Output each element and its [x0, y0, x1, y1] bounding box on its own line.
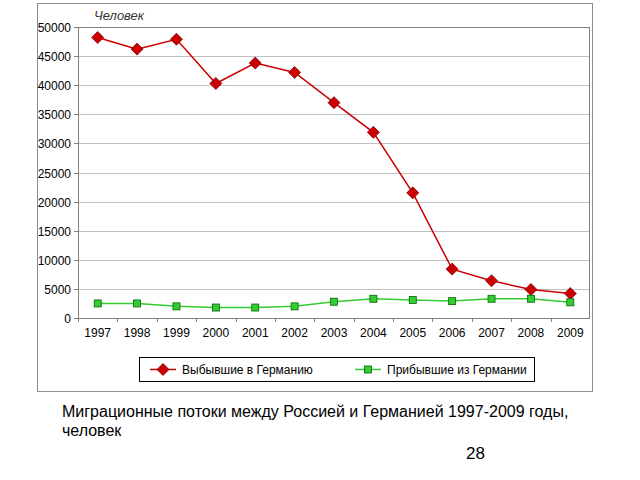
y-tick [74, 318, 78, 319]
x-tick-label: 2008 [518, 326, 545, 340]
grid-line [78, 231, 590, 232]
marker [289, 66, 301, 78]
grid-line [78, 173, 590, 174]
grid-line [78, 202, 590, 203]
grid-line [78, 85, 590, 86]
y-tick-label: 20000 [38, 196, 72, 210]
marker [157, 364, 169, 376]
marker [92, 31, 104, 43]
x-tick-label: 2006 [439, 326, 466, 340]
y-axis-label: Человек [94, 8, 145, 23]
grid-line [78, 143, 590, 144]
marker [134, 300, 141, 307]
y-tick [74, 85, 78, 86]
marker [94, 300, 101, 307]
page-number: 28 [466, 444, 485, 464]
x-tick-label: 2004 [360, 326, 387, 340]
x-tick [511, 318, 512, 322]
marker [131, 43, 143, 55]
series-group [92, 31, 577, 311]
x-tick-label: 1998 [124, 326, 151, 340]
x-tick [314, 318, 315, 322]
x-tick [393, 318, 394, 322]
marker [486, 275, 498, 287]
marker [170, 33, 182, 45]
x-tick-label: 2001 [242, 326, 269, 340]
x-tick [196, 318, 197, 322]
grid-line [78, 289, 590, 290]
plot-area [78, 27, 590, 318]
y-tick-label: 40000 [38, 79, 72, 93]
marker [370, 295, 377, 302]
series-line [98, 37, 571, 293]
x-tick-label: 2005 [399, 326, 426, 340]
y-tick-label: 10000 [38, 254, 72, 268]
x-tick [432, 318, 433, 322]
legend-label: Выбывшие в Германию [182, 363, 313, 377]
y-tick [74, 231, 78, 232]
x-tick [472, 318, 473, 322]
plot-frame [79, 28, 590, 319]
marker [525, 283, 537, 295]
marker [488, 295, 495, 302]
x-tick-label: 1999 [163, 326, 190, 340]
x-tick-label: 2000 [202, 326, 229, 340]
x-tick [157, 318, 158, 322]
marker [365, 366, 372, 373]
marker [449, 298, 456, 305]
grid-line [78, 56, 590, 57]
y-tick [74, 260, 78, 261]
x-tick [354, 318, 355, 322]
grid-line [78, 114, 590, 115]
marker [328, 97, 340, 109]
x-tick-label: 2007 [478, 326, 505, 340]
x-tick-label: 1997 [84, 326, 111, 340]
y-tick-label: 25000 [38, 167, 72, 181]
y-tick [74, 173, 78, 174]
y-tick [74, 114, 78, 115]
x-tick-label: 2003 [321, 326, 348, 340]
legend: Выбывшие в Германию Прибывшие из Германии [140, 358, 535, 382]
marker [173, 303, 180, 310]
marker [252, 304, 259, 311]
x-tick-label: 2009 [557, 326, 584, 340]
marker [409, 296, 416, 303]
x-tick [78, 318, 79, 322]
grid-line [78, 260, 590, 261]
x-tick-label: 2002 [281, 326, 308, 340]
legend-box [140, 358, 535, 382]
y-tick-label: 50000 [38, 21, 72, 35]
y-tick-label: 0 [64, 312, 71, 326]
marker [446, 263, 458, 275]
chart-frame [38, 4, 593, 392]
marker [331, 298, 338, 305]
y-tick-label: 5000 [44, 283, 71, 297]
marker [564, 288, 576, 300]
y-tick-label: 30000 [38, 137, 72, 151]
series-line [98, 299, 571, 308]
legend-label: Прибывшие из Германии [387, 363, 527, 377]
y-tick [74, 202, 78, 203]
x-tick [117, 318, 118, 322]
y-tick-label: 35000 [38, 108, 72, 122]
x-tick [236, 318, 237, 322]
y-tick [74, 289, 78, 290]
marker [567, 299, 574, 306]
y-tick [74, 56, 78, 57]
marker [212, 304, 219, 311]
marker [249, 57, 261, 69]
y-tick [74, 27, 78, 28]
x-tick [551, 318, 552, 322]
caption: Миграционные потоки между Россией и Герм… [62, 402, 582, 440]
marker [291, 303, 298, 310]
chart: Человек 0 5000 10000 15000 20000 25000 30000 350… [0, 0, 640, 400]
marker [367, 126, 379, 138]
marker [407, 187, 419, 199]
y-tick [74, 143, 78, 144]
marker [210, 77, 222, 89]
marker [527, 295, 534, 302]
y-tick-label: 15000 [38, 225, 72, 239]
x-tick [275, 318, 276, 322]
y-tick-label: 45000 [38, 50, 72, 64]
